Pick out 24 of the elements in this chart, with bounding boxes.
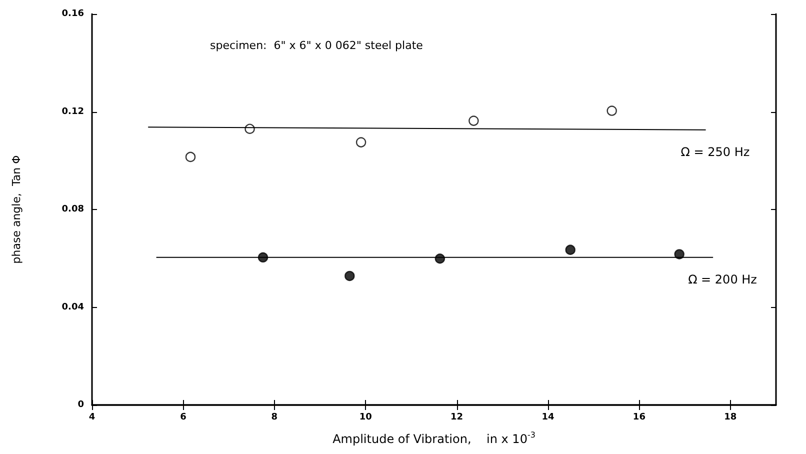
x-tick-label: 12 bbox=[450, 412, 464, 422]
x-tick-label: 10 bbox=[359, 412, 372, 422]
point bbox=[565, 244, 576, 255]
y-tick-label: 0 bbox=[78, 400, 84, 410]
x-tick-label: 14 bbox=[542, 412, 554, 422]
series-label: Ω = 200 Hz bbox=[688, 272, 757, 286]
y-tick-label: 0.08 bbox=[62, 204, 84, 214]
x-tick-label: 6 bbox=[180, 412, 186, 422]
point bbox=[674, 249, 684, 260]
x-tick-label: 18 bbox=[724, 412, 737, 422]
point bbox=[344, 270, 355, 282]
x-tick-label: 8 bbox=[271, 412, 278, 422]
series-label: Ω = 250 Hz bbox=[680, 144, 750, 159]
y-tick-label: 0.12 bbox=[62, 106, 84, 117]
point bbox=[185, 152, 196, 162]
point bbox=[468, 116, 479, 126]
point bbox=[606, 106, 617, 116]
point bbox=[356, 137, 366, 148]
x-tick-label: 16 bbox=[632, 412, 646, 422]
y-tick-label: 0.16 bbox=[62, 9, 84, 19]
annotation: specimen: 6" x 6" x 0 062" steel plate bbox=[210, 39, 424, 52]
y-axis-title: phase angle, Tan Φ bbox=[10, 154, 23, 264]
x-tick-label: 4 bbox=[88, 412, 96, 422]
y-tick-label: 0.04 bbox=[62, 302, 84, 312]
